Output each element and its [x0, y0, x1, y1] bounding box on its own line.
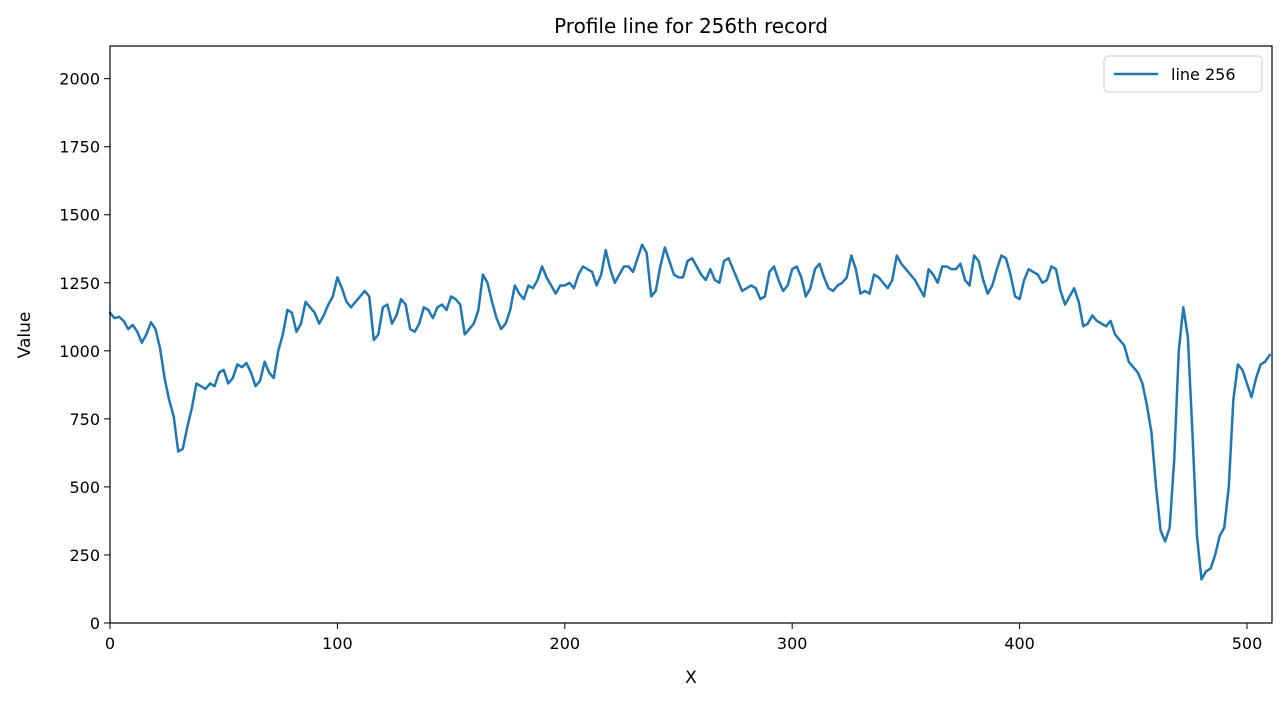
x-axis-label: X [685, 668, 697, 688]
y-tick-label: 0 [90, 614, 100, 633]
legend: line 256 [1103, 55, 1263, 93]
chart-title: Profile line for 256th record [554, 14, 828, 38]
y-tick-label: 500 [69, 478, 100, 497]
x-axis-ticks: 0 100 200 300 400 500 [105, 623, 1262, 653]
plot-frame [109, 45, 1273, 624]
legend-box [1103, 55, 1263, 93]
legend-label: line 256 [1171, 65, 1236, 84]
y-tick-label: 750 [69, 410, 100, 429]
series-layer [108, 243, 1271, 581]
y-tick-label: 1500 [59, 206, 100, 225]
x-tick-label: 0 [105, 634, 115, 653]
x-tick-label: 200 [550, 634, 581, 653]
plot-area [110, 46, 1272, 623]
x-tick-label: 400 [1004, 634, 1035, 653]
x-tick-label: 500 [1232, 634, 1263, 653]
y-tick-label: 1250 [59, 274, 100, 293]
y-tick-label: 2000 [59, 70, 100, 89]
y-axis-ticks: 0 250 500 750 1000 1250 1500 1750 2000 [59, 70, 110, 633]
y-tick-label: 1000 [59, 342, 100, 361]
y-axis-label: Value [15, 312, 35, 359]
x-tick-label: 300 [777, 634, 808, 653]
x-tick-label: 100 [322, 634, 353, 653]
series-line-1 [108, 243, 1271, 581]
y-tick-label: 1750 [59, 138, 100, 157]
y-tick-label: 250 [69, 546, 100, 565]
